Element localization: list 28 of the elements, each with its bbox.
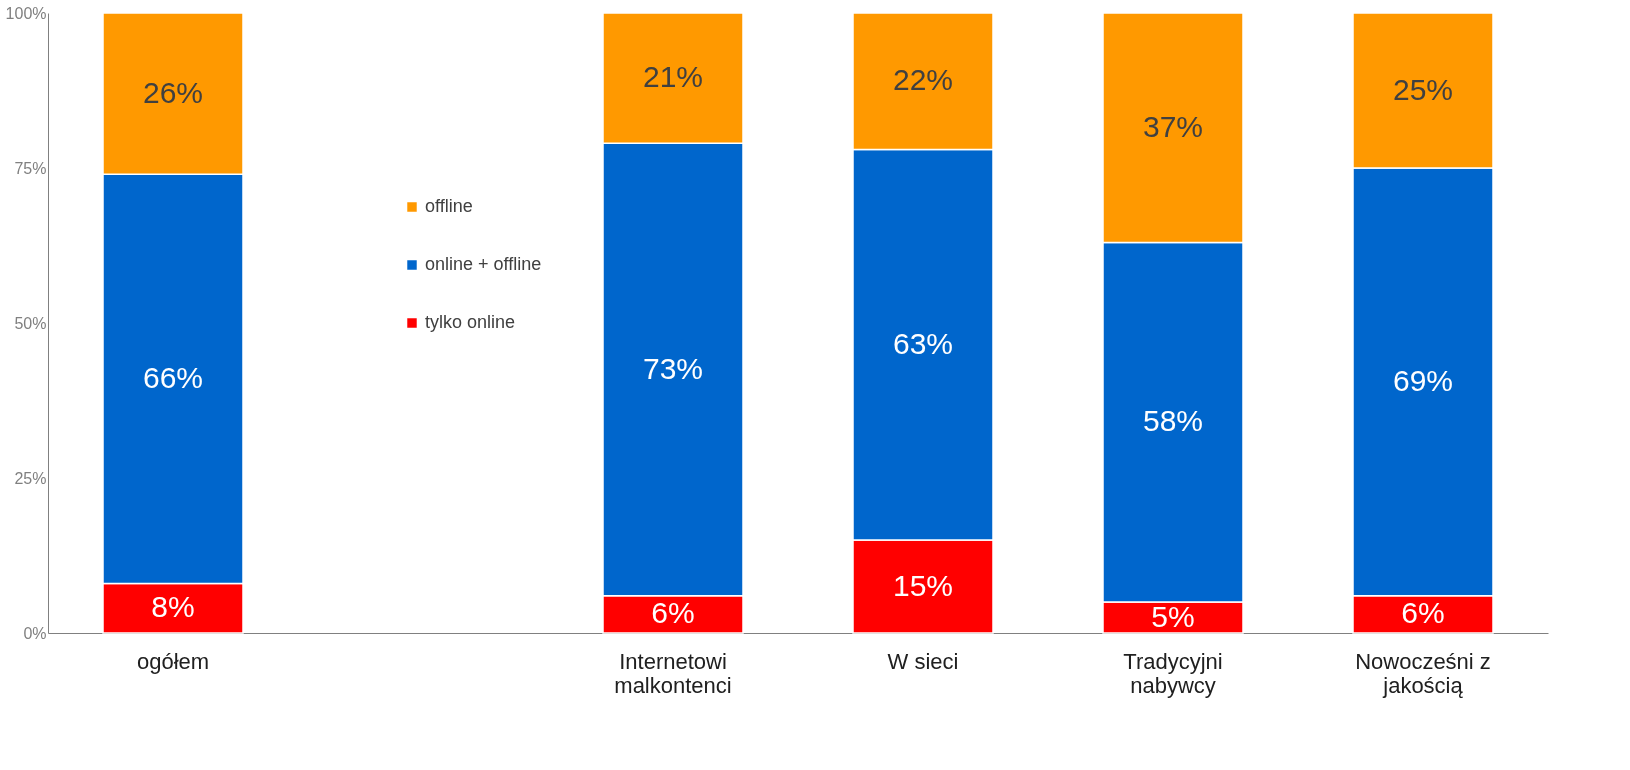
data-label: 6%: [1401, 596, 1445, 630]
y-tick-label: 100%: [5, 4, 47, 22]
data-label: 66%: [142, 360, 204, 394]
data-label: 37%: [1142, 109, 1204, 143]
x-tick-label: Nowocześni z jakością: [1355, 648, 1491, 698]
data-label: 8%: [151, 590, 195, 624]
data-label: 5%: [1151, 599, 1195, 633]
y-tick-label: 50%: [14, 314, 47, 332]
y-tick-label: 0%: [23, 624, 47, 642]
legend-label: online + offline: [425, 254, 542, 274]
data-label: 26%: [142, 75, 204, 109]
data-label: 69%: [1392, 363, 1454, 397]
x-tick-label: Internetowi malkontenci: [614, 648, 732, 698]
x-tick-label: ogółem: [136, 648, 210, 674]
y-tick-label: 75%: [14, 159, 47, 177]
legend-label: offline: [425, 196, 473, 216]
data-label: 58%: [1142, 404, 1204, 438]
data-label: 21%: [642, 60, 704, 94]
y-tick-label: 25%: [14, 469, 47, 487]
data-label: 22%: [892, 63, 954, 97]
data-label: 73%: [642, 351, 704, 385]
data-label: 25%: [1392, 72, 1454, 106]
data-label: 15%: [892, 568, 954, 602]
x-tick-label: W sieci: [887, 648, 959, 674]
x-tick-label: Tradycyjni nabywcy: [1123, 648, 1223, 698]
data-label: 63%: [892, 326, 954, 360]
data-label: 6%: [651, 596, 695, 630]
legend-label: tylko online: [425, 312, 516, 332]
